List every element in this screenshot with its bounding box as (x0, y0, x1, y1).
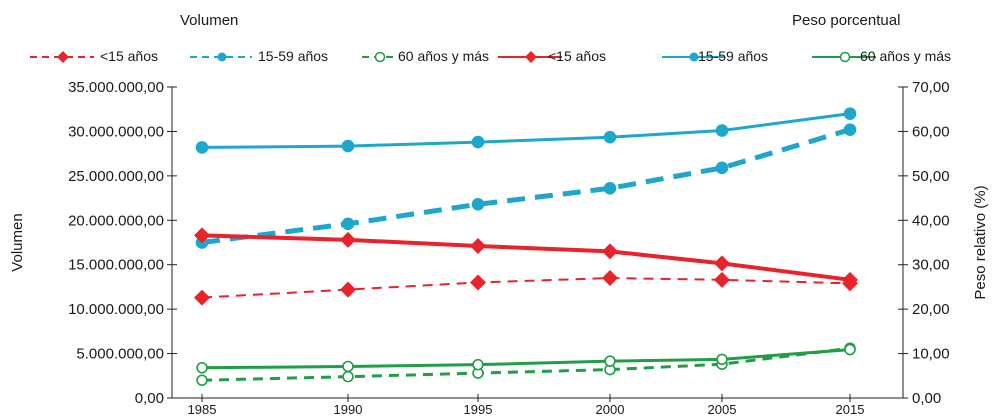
data-point (716, 353, 728, 366)
data-point (603, 181, 617, 195)
data-point (602, 243, 618, 260)
data-point (843, 107, 857, 120)
right-axis-header: Peso porcentual (792, 12, 901, 29)
legend-swatch (362, 51, 396, 63)
data-point (842, 271, 858, 288)
chart-legend: <15 años 15-59 años 60 años y más <15 añ… (0, 44, 999, 70)
series-line (201, 233, 851, 282)
data-point (470, 274, 486, 291)
data-point (195, 141, 209, 154)
right-axis-tick-label: 60,00 (912, 123, 950, 140)
legend-marker (689, 52, 699, 62)
legend-marker (374, 51, 386, 63)
legend-label: <15 años (100, 48, 158, 64)
data-point (715, 161, 729, 175)
series-line (201, 127, 851, 245)
left-axis-tick-label: 5.000.000,00 (76, 346, 164, 363)
right-axis-tick-label: 10,00 (912, 346, 950, 363)
series-4 (195, 107, 857, 154)
series-line (201, 348, 851, 370)
legend-swatch (190, 52, 252, 62)
series-3 (194, 227, 858, 288)
data-point (714, 255, 730, 272)
series-line (201, 112, 851, 149)
data-point (843, 123, 857, 136)
x-axis-tick-label: 1990 (334, 402, 363, 416)
data-point (194, 227, 210, 244)
legend-swatch (498, 51, 562, 63)
data-point (604, 355, 616, 367)
legend-label: 15-59 años (698, 48, 769, 64)
data-point (341, 217, 355, 231)
legend-marker (839, 51, 851, 63)
data-point (342, 370, 354, 383)
data-point (714, 271, 730, 288)
legend-swatch (662, 52, 724, 62)
legend-label: 60 años y más (860, 48, 952, 64)
right-axis-tick-label: 0,00 (912, 390, 941, 407)
x-axis-tick-label: 2005 (708, 402, 737, 416)
data-point (472, 358, 484, 371)
left-axis-tick-label: 35.000.000,00 (68, 79, 164, 96)
data-point (715, 124, 729, 137)
data-point (603, 130, 617, 144)
left-axis-tick-label: 30.000.000,00 (68, 123, 164, 140)
legend-label: 15-59 años (258, 48, 329, 64)
x-axis-tick-label: 2000 (596, 402, 625, 416)
left-axis-tick-label: 15.000.000,00 (68, 257, 164, 274)
y-axis-title: Volumen (9, 213, 26, 271)
left-axis-tick-label: 0,00 (135, 390, 164, 407)
data-point (470, 238, 486, 255)
left-axis-tick-label: 25.000.000,00 (68, 168, 164, 185)
data-point (196, 374, 208, 386)
data-point (340, 281, 356, 298)
series-0 (194, 270, 858, 306)
x-axis-tick-label: 2015 (836, 402, 865, 416)
legend-label: <15 años (548, 48, 606, 64)
series-line (201, 346, 851, 382)
legend-marker (525, 51, 537, 63)
right-axis-tick-label: 70,00 (912, 79, 950, 96)
right-axis-tick-label: 20,00 (912, 301, 950, 318)
y2-axis-title: Peso relativo (%) (972, 185, 989, 299)
data-point (471, 197, 485, 211)
data-point (844, 343, 856, 356)
series-5 (196, 343, 856, 374)
x-axis-tick-label: 1985 (188, 402, 217, 416)
data-point (340, 231, 356, 248)
left-axis-header: Volumen (180, 12, 239, 29)
legend-swatch (812, 51, 876, 63)
left-axis-tick-label: 20.000.000,00 (68, 212, 164, 229)
legend-swatch (30, 51, 94, 63)
series-1 (195, 123, 857, 249)
x-axis-tick-label: 1995 (464, 402, 493, 416)
legend-label: 60 años y más (398, 48, 490, 64)
right-axis-tick-label: 30,00 (912, 257, 950, 274)
data-point (602, 270, 618, 287)
data-point (194, 289, 210, 306)
legend-marker (217, 52, 227, 62)
data-point (342, 360, 354, 373)
data-point (471, 135, 485, 149)
series-line (201, 277, 851, 299)
data-point (341, 139, 355, 153)
data-point (196, 362, 208, 374)
right-axis-tick-label: 50,00 (912, 168, 950, 185)
legend-marker (57, 51, 69, 63)
left-axis-tick-label: 10.000.000,00 (68, 301, 164, 318)
right-axis-tick-label: 40,00 (912, 212, 950, 229)
